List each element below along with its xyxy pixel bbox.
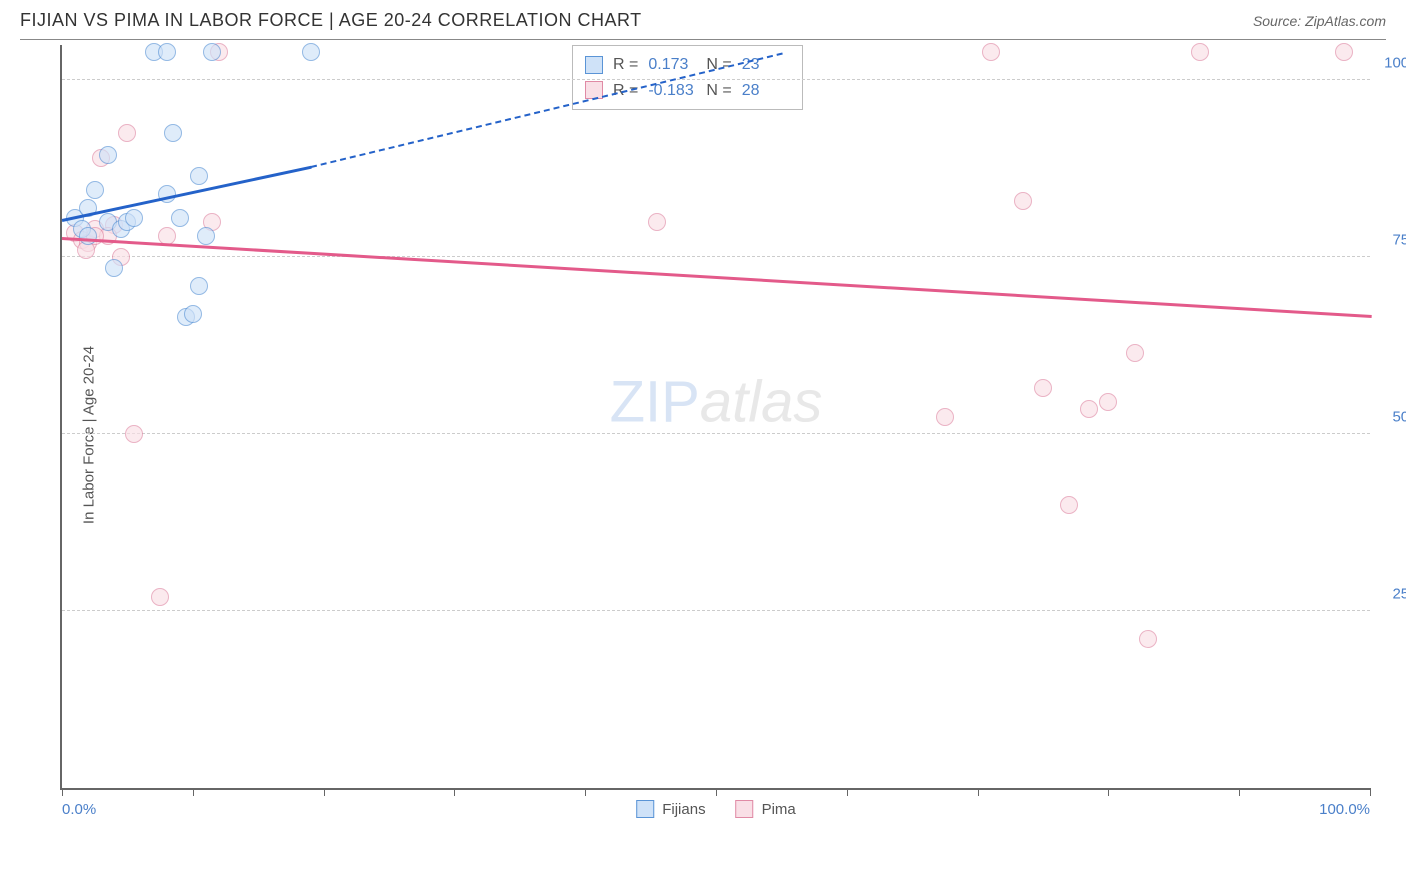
- x-tick: [585, 788, 586, 796]
- legend-swatch-icon: [636, 800, 654, 818]
- gridline-h: [62, 79, 1370, 80]
- gridline-h: [62, 610, 1370, 611]
- plot-area: ZIPatlas R =0.173N =23R =-0.183N =28 0.0…: [60, 45, 1370, 790]
- legend-swatch-icon: [736, 800, 754, 818]
- x-tick: [193, 788, 194, 796]
- gridline-h: [62, 256, 1370, 257]
- fijians-point: [158, 43, 176, 61]
- pima-point: [936, 408, 954, 426]
- legend-label: Pima: [762, 801, 796, 818]
- fijians-point: [197, 227, 215, 245]
- fijians-point: [171, 209, 189, 227]
- pima-point: [1126, 344, 1144, 362]
- pima-point: [1139, 630, 1157, 648]
- x-tick: [1239, 788, 1240, 796]
- chart-title: FIJIAN VS PIMA IN LABOR FORCE | AGE 20-2…: [20, 10, 642, 31]
- legend-swatch-icon: [585, 56, 603, 74]
- pima-point: [1335, 43, 1353, 61]
- fijians-point: [203, 43, 221, 61]
- pima-point: [1034, 379, 1052, 397]
- pima-point: [1099, 393, 1117, 411]
- fijians-point: [190, 167, 208, 185]
- fijians-point: [164, 124, 182, 142]
- x-tick: [1108, 788, 1109, 796]
- chart-container: In Labor Force | Age 20-24 ZIPatlas R =0…: [20, 39, 1386, 829]
- y-tick-label: 100.0%: [1375, 55, 1406, 72]
- stats-row-fijians: R =0.173N =23: [585, 52, 790, 78]
- fijians-point: [125, 209, 143, 227]
- x-max-label: 100.0%: [1319, 801, 1370, 818]
- x-min-label: 0.0%: [62, 801, 96, 818]
- watermark-zip: ZIP: [610, 369, 700, 434]
- pima-point: [151, 588, 169, 606]
- legend-item-pima: Pima: [736, 800, 796, 818]
- watermark: ZIPatlas: [610, 368, 823, 435]
- pima-point: [1191, 43, 1209, 61]
- x-tick: [324, 788, 325, 796]
- n-label: N =: [706, 78, 731, 104]
- pima-point: [982, 43, 1000, 61]
- trendline: [62, 237, 1372, 318]
- legend-item-fijians: Fijians: [636, 800, 705, 818]
- fijians-point: [99, 146, 117, 164]
- x-tick: [1370, 788, 1371, 796]
- bottom-legend: Fijians Pima: [636, 800, 796, 818]
- x-tick: [454, 788, 455, 796]
- stats-row-pima: R =-0.183N =28: [585, 78, 790, 104]
- y-tick-label: 50.0%: [1375, 409, 1406, 426]
- y-tick-label: 25.0%: [1375, 586, 1406, 603]
- fijians-point: [79, 227, 97, 245]
- pima-point: [648, 213, 666, 231]
- r-value: -0.183: [648, 78, 696, 104]
- pima-point: [1080, 400, 1098, 418]
- n-value: 28: [742, 78, 790, 104]
- pima-point: [1014, 192, 1032, 210]
- pima-point: [125, 425, 143, 443]
- fijians-point: [190, 277, 208, 295]
- fijians-point: [302, 43, 320, 61]
- x-tick: [62, 788, 63, 796]
- x-tick: [978, 788, 979, 796]
- y-tick-label: 75.0%: [1375, 232, 1406, 249]
- watermark-atlas: atlas: [700, 369, 823, 434]
- fijians-point: [184, 305, 202, 323]
- fijians-point: [105, 259, 123, 277]
- gridline-h: [62, 433, 1370, 434]
- legend-label: Fijians: [662, 801, 705, 818]
- source-attribution: Source: ZipAtlas.com: [1253, 13, 1386, 29]
- r-label: R =: [613, 52, 638, 78]
- pima-point: [1060, 496, 1078, 514]
- fijians-point: [86, 181, 104, 199]
- x-tick: [716, 788, 717, 796]
- pima-point: [118, 124, 136, 142]
- x-tick: [847, 788, 848, 796]
